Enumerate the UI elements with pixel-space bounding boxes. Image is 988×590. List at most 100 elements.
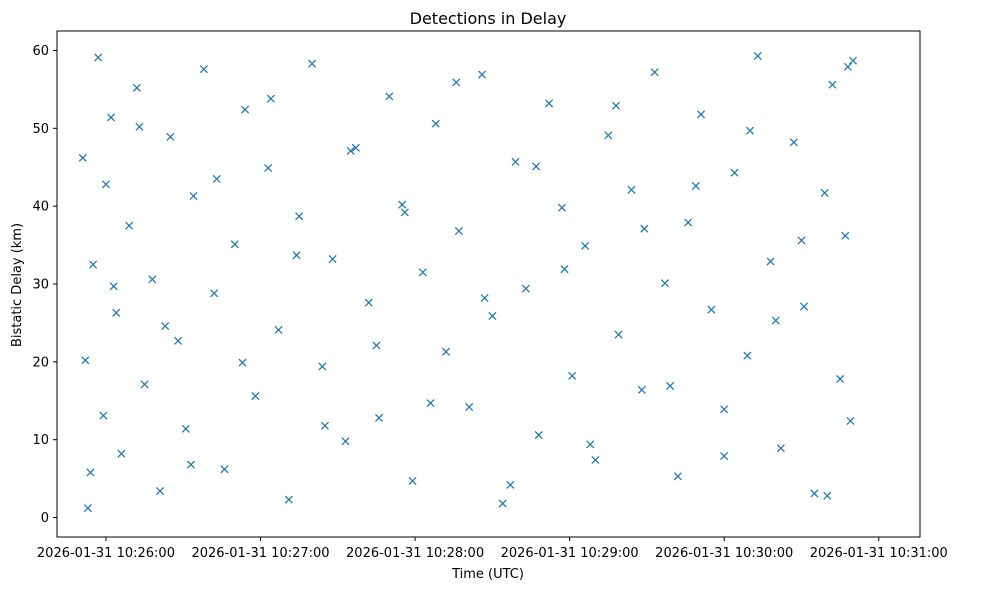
data-point: [823, 491, 832, 500]
data-point: [800, 302, 809, 311]
data-point: [292, 251, 301, 260]
data-point: [506, 480, 515, 489]
x-tick-label: 2026-01-31 10:31:00: [810, 546, 948, 561]
data-point: [364, 298, 373, 307]
data-point: [295, 212, 304, 221]
data-point: [135, 122, 144, 131]
data-point: [820, 188, 829, 197]
data-point: [836, 374, 845, 384]
data-point: [266, 94, 275, 103]
data-point: [109, 282, 118, 291]
data-point: [441, 347, 451, 356]
y-tick-label: 0: [41, 511, 49, 526]
data-point: [112, 308, 121, 317]
data-point: [264, 163, 273, 173]
y-tick-label: 30: [32, 278, 49, 293]
data-point: [418, 268, 427, 277]
data-point: [89, 260, 98, 269]
data-point: [660, 279, 670, 288]
data-point: [511, 157, 520, 166]
data-point: [99, 411, 108, 420]
data-point: [498, 499, 507, 508]
data-point: [408, 476, 417, 485]
data-point: [230, 240, 239, 249]
data-point: [341, 437, 350, 446]
data-point: [691, 181, 700, 190]
y-tick-label: 10: [32, 433, 49, 448]
data-point: [611, 101, 621, 110]
data-point: [720, 405, 729, 414]
data-point: [78, 153, 87, 162]
data-point: [284, 495, 293, 504]
data-point: [238, 358, 247, 367]
data-point: [385, 92, 394, 101]
data-point: [766, 257, 775, 266]
data-point: [156, 487, 165, 496]
data-point: [212, 174, 221, 183]
data-point: [132, 83, 141, 92]
data-point: [83, 504, 92, 513]
data-point: [320, 421, 329, 430]
data-point: [568, 371, 577, 380]
data-point: [328, 255, 337, 264]
data-point: [720, 451, 729, 461]
x-axis: 2026-01-31 10:26:00 2026-01-31 10:27:00 20…: [37, 537, 948, 561]
plot-area: [56, 30, 921, 538]
x-tick-label: 2026-01-31 10:30:00: [655, 546, 793, 561]
data-point: [745, 126, 755, 135]
y-axis-label: Bistatic Delay (km): [10, 223, 25, 347]
data-point: [789, 138, 798, 147]
data-point: [707, 305, 716, 314]
data-point: [650, 68, 659, 77]
data-point: [560, 265, 569, 274]
data-point: [166, 132, 175, 141]
data-point: [101, 180, 110, 189]
data-point: [480, 293, 489, 303]
data-point: [125, 221, 134, 230]
x-tick-label: 2026-01-31 10:27:00: [191, 546, 329, 561]
data-point: [398, 200, 407, 209]
data-point: [557, 203, 566, 212]
data-point: [220, 465, 229, 474]
data-point: [488, 311, 497, 320]
x-tick-label: 2026-01-31 10:29:00: [501, 546, 639, 561]
data-point: [107, 113, 116, 122]
data-point: [117, 449, 126, 458]
data-point: [591, 455, 600, 464]
data-point: [140, 380, 149, 389]
y-tick-label: 60: [32, 44, 49, 59]
data-point: [581, 241, 590, 250]
data-point: [771, 316, 780, 325]
data-point: [400, 208, 409, 217]
x-axis-label: Time (UTC): [451, 567, 524, 582]
data-point: [452, 78, 461, 87]
data-point: [454, 227, 463, 236]
data-point: [797, 236, 806, 245]
marker-layer: [78, 51, 858, 513]
data-point: [828, 80, 837, 89]
x-tick-label: 2026-01-31 10:26:00: [37, 546, 175, 561]
data-point: [534, 430, 543, 440]
data-point: [189, 191, 198, 201]
x-tick-label: 2026-01-31 10:28:00: [346, 546, 484, 561]
data-point: [841, 231, 850, 240]
data-point: [586, 440, 595, 449]
data-point: [810, 489, 819, 498]
data-point: [730, 168, 739, 177]
data-point: [431, 119, 440, 128]
data-point: [274, 325, 283, 334]
data-point: [604, 131, 613, 140]
data-point: [673, 472, 682, 481]
data-point: [627, 185, 636, 194]
y-axis: 0 10 20 30 40 50 60: [32, 44, 57, 526]
data-point: [351, 143, 360, 152]
y-tick-label: 20: [32, 355, 49, 370]
data-point: [843, 62, 852, 71]
data-point: [181, 424, 190, 433]
data-point: [666, 381, 675, 391]
data-point: [684, 218, 693, 227]
data-point: [199, 65, 208, 74]
data-point: [374, 413, 384, 422]
data-point: [210, 289, 219, 298]
